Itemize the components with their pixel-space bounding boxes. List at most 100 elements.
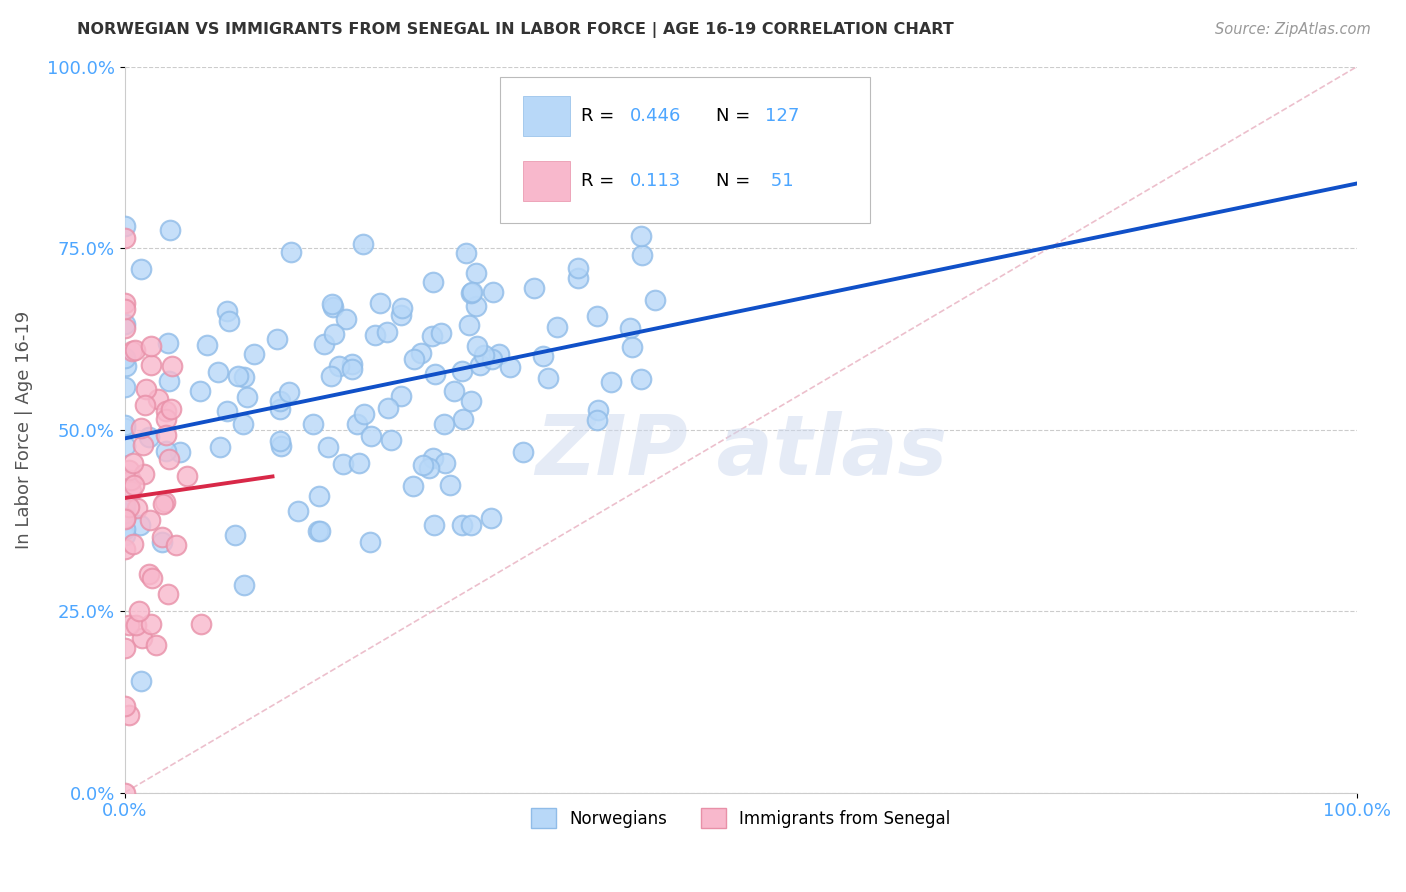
Point <box>465 339 488 353</box>
Point <box>135 382 157 396</box>
Point <box>195 338 218 352</box>
Point <box>236 390 259 404</box>
Point <box>217 304 239 318</box>
Point <box>630 372 652 386</box>
Text: 51: 51 <box>765 172 794 190</box>
Point <box>409 346 432 360</box>
Point <box>207 365 229 379</box>
Point <box>155 412 177 426</box>
Point <box>460 518 482 533</box>
Point <box>287 504 309 518</box>
Point <box>512 444 534 458</box>
Point <box>157 451 180 466</box>
Text: 127: 127 <box>765 107 800 125</box>
Point <box>404 351 426 366</box>
Point <box>308 489 330 503</box>
Text: R =: R = <box>581 107 620 125</box>
Point <box>430 326 453 340</box>
Point <box>129 673 152 688</box>
Point <box>280 244 302 259</box>
Point <box>418 461 440 475</box>
Text: 0.446: 0.446 <box>630 107 682 125</box>
Point <box>451 412 474 426</box>
Point <box>152 497 174 511</box>
Point <box>232 578 254 592</box>
Point <box>481 285 503 299</box>
Point <box>122 456 145 470</box>
Point <box>122 477 145 491</box>
Point <box>328 359 350 373</box>
Point <box>309 524 332 538</box>
Point <box>114 296 136 310</box>
Point <box>465 266 488 280</box>
Point <box>139 617 162 632</box>
Point <box>269 393 291 408</box>
Point <box>456 246 478 260</box>
Point <box>114 522 136 536</box>
Point <box>479 510 502 524</box>
Point <box>360 429 382 443</box>
Point <box>460 393 482 408</box>
Point <box>443 384 465 398</box>
Point <box>451 518 474 533</box>
Point <box>412 458 434 473</box>
Point <box>115 359 138 373</box>
Point <box>120 483 142 498</box>
Point <box>586 402 609 417</box>
Point <box>389 389 412 403</box>
Point <box>321 297 343 311</box>
Point <box>389 308 412 322</box>
Point <box>114 528 136 542</box>
Point <box>125 500 148 515</box>
Point <box>340 357 363 371</box>
Point <box>359 535 381 549</box>
Point <box>332 457 354 471</box>
Point <box>402 479 425 493</box>
Point <box>461 285 484 299</box>
Point <box>129 261 152 276</box>
Point <box>155 444 177 458</box>
Point <box>546 320 568 334</box>
Point <box>585 413 607 427</box>
Point <box>420 328 443 343</box>
Point <box>114 512 136 526</box>
Legend: Norwegians, Immigrants from Senegal: Norwegians, Immigrants from Senegal <box>524 802 957 835</box>
Point <box>630 228 652 243</box>
Point <box>391 301 413 316</box>
Point <box>433 456 456 470</box>
Point <box>523 281 546 295</box>
Point <box>422 451 444 466</box>
Point <box>347 456 370 470</box>
Point <box>218 314 240 328</box>
Point <box>322 300 344 314</box>
Point <box>536 371 558 385</box>
Point <box>270 439 292 453</box>
Point <box>118 708 141 723</box>
Point <box>176 469 198 483</box>
Point <box>138 567 160 582</box>
Point <box>316 440 339 454</box>
Point <box>157 374 180 388</box>
Point <box>118 500 141 514</box>
Point <box>131 631 153 645</box>
Point <box>150 530 173 544</box>
Y-axis label: In Labor Force | Age 16-19: In Labor Force | Age 16-19 <box>15 310 32 549</box>
Point <box>114 439 136 453</box>
Point <box>671 148 693 162</box>
Point <box>121 344 143 359</box>
Point <box>157 335 180 350</box>
Point <box>353 237 375 252</box>
Point <box>208 441 231 455</box>
Point <box>118 618 141 632</box>
Point <box>439 477 461 491</box>
Point <box>481 351 503 366</box>
Point <box>531 349 554 363</box>
Point <box>155 428 177 442</box>
Point <box>567 271 589 285</box>
Point <box>114 219 136 234</box>
Text: N =: N = <box>716 172 751 190</box>
Point <box>114 321 136 335</box>
Point <box>319 368 342 383</box>
Point <box>190 617 212 632</box>
Point <box>122 537 145 551</box>
